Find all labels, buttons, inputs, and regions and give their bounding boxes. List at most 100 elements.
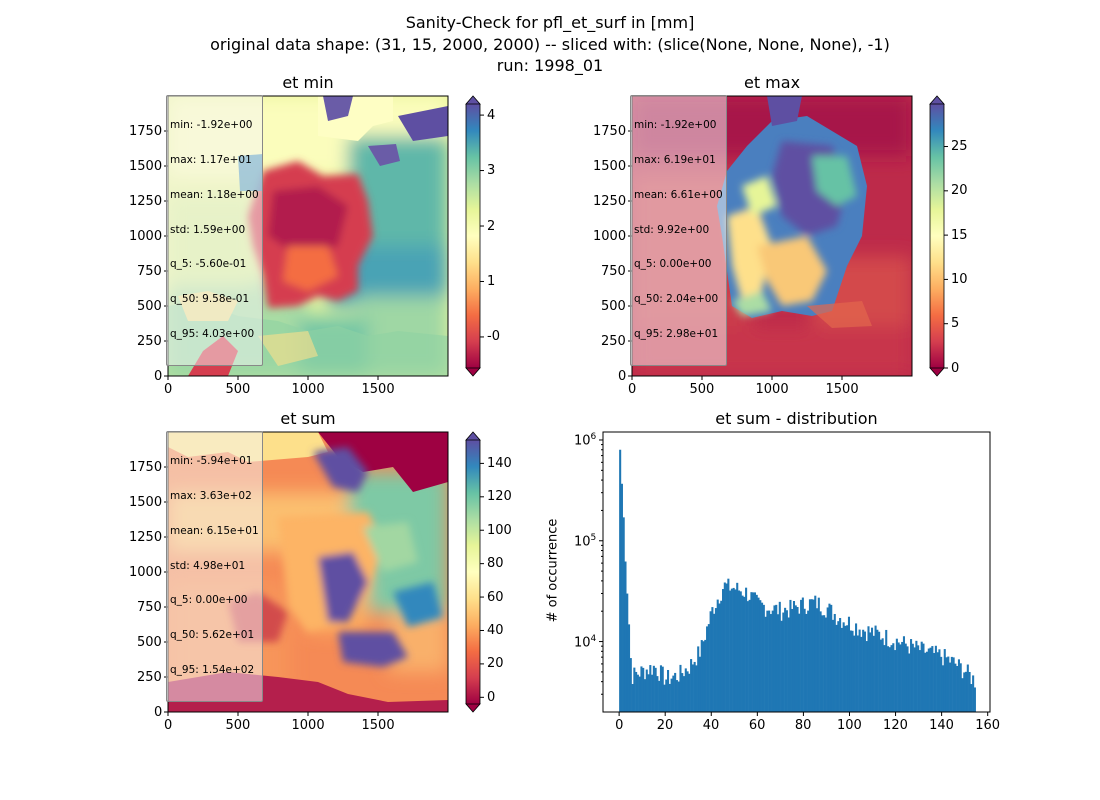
stat-line: max: 3.63e+02	[170, 489, 252, 502]
histogram-bar	[677, 681, 680, 712]
histogram-bar	[819, 611, 822, 712]
histogram-bar	[805, 613, 808, 712]
map-xtick-label-text: 0	[628, 382, 637, 397]
histogram-bar	[720, 600, 723, 712]
histogram-bar	[950, 656, 953, 712]
histogram-xtick-label-text: 80	[794, 718, 812, 733]
map-xtick-label: 1000	[292, 718, 325, 733]
stat-line: q_50: 2.04e+00	[634, 293, 719, 306]
histogram-bar	[839, 617, 842, 712]
histogram-bar	[798, 613, 801, 712]
map-xtick-label-text: 1000	[291, 718, 325, 733]
stat-line: q_95: 4.03e+00	[170, 327, 255, 340]
histogram-bar	[690, 659, 693, 712]
histogram-bar	[691, 664, 694, 712]
colorbar-tick-label: 1	[487, 274, 495, 289]
histogram-bar	[681, 673, 684, 712]
histogram-bar	[821, 615, 824, 712]
colorbar-tick-label-text: 100	[487, 522, 512, 538]
stat-line: max: 1.17e+01	[170, 153, 252, 166]
panel-title-et-min: et min	[282, 73, 334, 92]
histogram-bar	[874, 625, 877, 712]
colorbar-tick-label-text: 5	[951, 316, 960, 332]
histogram-ytick-label-exponent: 5	[590, 532, 597, 543]
histogram-bar	[945, 657, 948, 712]
histogram-bar	[830, 604, 833, 712]
histogram-bar	[901, 641, 904, 712]
histogram-bar	[725, 583, 728, 712]
map-ytick-label-text: 0	[618, 368, 627, 384]
histogram-bar	[688, 673, 691, 712]
histogram-bar	[716, 599, 719, 712]
histogram-bar	[636, 674, 639, 712]
panel-title-et-max: et max	[743, 73, 801, 92]
map-ytick-label: 750	[601, 264, 626, 279]
histogram-bar	[956, 665, 959, 712]
histogram-bar	[963, 672, 966, 712]
stat-line: min: -1.92e+00	[170, 119, 253, 132]
histogram-bar	[659, 665, 662, 712]
histogram-bar	[707, 624, 710, 712]
panel-title-et-sum: et sum	[280, 409, 336, 428]
stat-line: max: 6.19e+01	[634, 153, 716, 166]
histogram-bar	[757, 597, 760, 712]
histogram-bar	[635, 671, 638, 712]
stat-line: mean: 1.18e+00	[170, 188, 259, 201]
histogram-bar	[855, 623, 858, 712]
histogram-xtick-label-text: 0	[615, 718, 624, 733]
histogram-bar	[911, 643, 914, 712]
histogram-bar	[879, 639, 882, 712]
histogram-bar	[654, 667, 657, 712]
colorbar-tick-label-text: 120	[487, 489, 512, 505]
histogram-bar	[647, 674, 650, 712]
stat-line: q_50: 5.62e+01	[170, 629, 255, 642]
histogram-bar	[761, 602, 764, 712]
histogram-bar	[652, 665, 655, 712]
colorbar-tick-label: 4	[487, 108, 495, 123]
colorbar-et-min	[465, 95, 481, 377]
colorbar-et-max	[929, 95, 945, 377]
map-ytick-label-text: 0	[154, 704, 163, 720]
histogram-xtick-label-text: 160	[975, 718, 1001, 733]
histogram-bar	[965, 671, 968, 712]
histogram-bar	[863, 631, 866, 712]
histogram-bar	[808, 599, 811, 712]
histogram-bar	[897, 642, 900, 712]
histogram-bar	[823, 615, 826, 712]
histogram-bar	[755, 594, 758, 712]
histogram-bar	[791, 608, 794, 712]
colorbar-tick-label: 0	[951, 361, 959, 376]
histogram-bar	[773, 605, 776, 712]
histogram-bar	[762, 604, 765, 712]
histogram-bar	[633, 667, 636, 712]
colorbar-tick-label-text: 0	[487, 689, 496, 705]
histogram-xtick-label: 140	[929, 718, 954, 733]
map-ytick-label-text: 1250	[593, 193, 627, 209]
histogram-xtick-label-text: 60	[748, 718, 766, 733]
map-xtick-label: 1500	[362, 382, 395, 397]
map-ytick-label-text: 1000	[129, 228, 163, 244]
histogram-bar	[954, 663, 957, 712]
map-ytick-label: 1500	[129, 495, 162, 510]
histogram-bar	[730, 588, 733, 712]
histogram-ytick-label: 104	[574, 634, 596, 650]
map-ytick-label: 0	[154, 369, 162, 384]
map-xtick-label: 1500	[826, 382, 859, 397]
histogram-bar	[952, 657, 955, 712]
histogram-bar	[759, 600, 762, 712]
histogram-bar	[693, 661, 696, 712]
histogram-bar	[672, 675, 675, 712]
histogram-bar	[753, 592, 757, 712]
histogram-xtick-label: 100	[837, 718, 862, 733]
histogram-ylabel: # of occurrence	[545, 518, 561, 623]
histogram-bar	[816, 608, 819, 712]
histogram-bar	[943, 649, 946, 712]
histogram-frame	[602, 431, 991, 713]
colorbar-tick-label-text: 2	[487, 218, 496, 234]
histogram-bars	[619, 449, 976, 712]
histogram-bar	[870, 627, 874, 712]
histogram-bar	[908, 653, 911, 712]
map-ytick-label: 1000	[129, 565, 162, 580]
histogram-bar	[686, 671, 689, 712]
histogram-bar	[619, 449, 622, 712]
